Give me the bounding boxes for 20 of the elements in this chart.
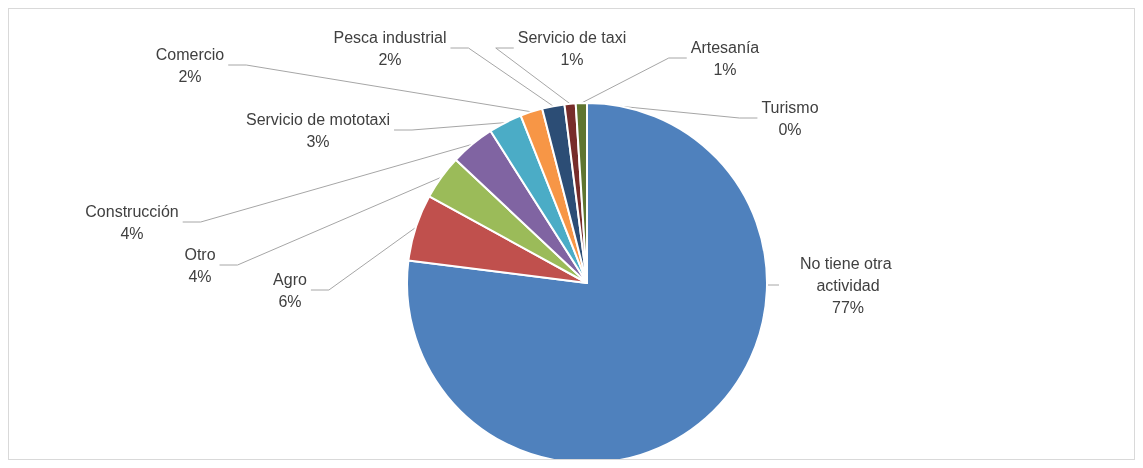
slice-label: Construcción: [85, 202, 179, 220]
text: 0%: [778, 120, 802, 138]
slice-label: Servicio de mototaxi: [245, 110, 391, 128]
data-label: 77%: [831, 298, 865, 316]
category-label: Turismo: [761, 98, 819, 116]
slice-label: Comercio: [155, 45, 225, 63]
data-label: 3%: [306, 132, 330, 150]
data-label: 6%: [278, 292, 302, 310]
data-label: 4%: [188, 267, 212, 285]
slice-label: Otro: [184, 245, 216, 263]
data-label: 1%: [560, 50, 584, 68]
data-label: 2%: [378, 50, 402, 68]
slice-label: Servicio de taxi: [517, 28, 627, 46]
data-label: 4%: [120, 224, 144, 242]
slice-label: Artesanía: [690, 38, 760, 56]
slice-label: Agro: [273, 270, 307, 288]
slice-label: Pesca industrial: [333, 28, 447, 46]
slice-label: No tiene otra actividad: [799, 254, 897, 294]
data-label: 2%: [178, 67, 202, 85]
data-label: 1%: [713, 60, 737, 78]
